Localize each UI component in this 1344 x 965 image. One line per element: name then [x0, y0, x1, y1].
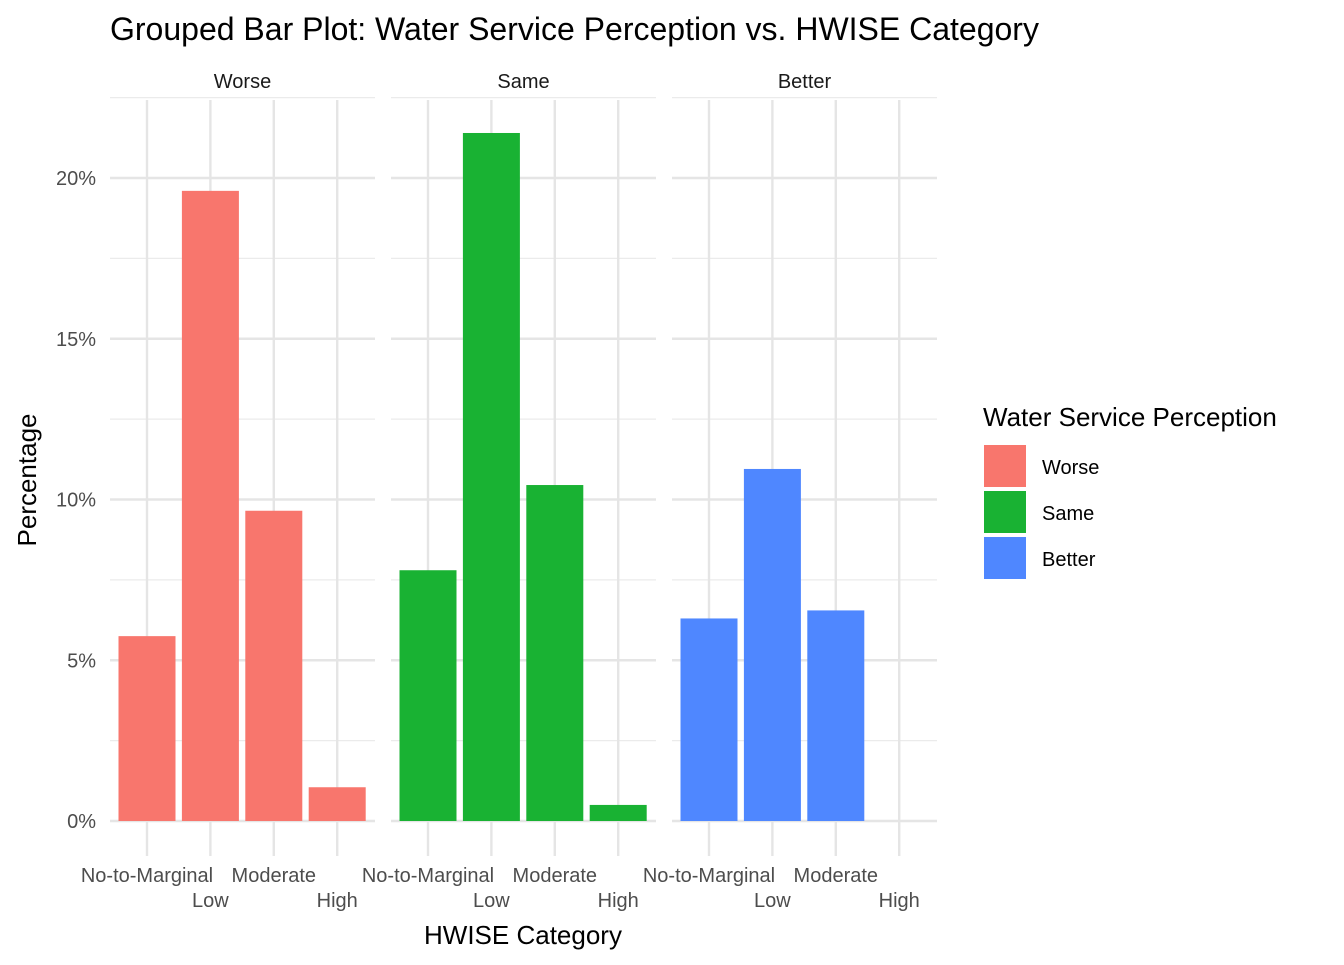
legend-swatch-worse	[984, 445, 1026, 487]
bar-worse-moderate	[245, 510, 303, 821]
legend-label: Worse	[1042, 457, 1099, 479]
x-tick-label: Low	[473, 890, 510, 912]
y-tick-label: 5%	[67, 650, 96, 672]
bar-same-high	[589, 804, 647, 821]
y-tick-label: 15%	[56, 329, 96, 351]
x-tick-label: No-to-Marginal	[362, 865, 494, 887]
legend-label: Same	[1042, 503, 1094, 525]
x-tick-label: Moderate	[232, 865, 317, 887]
x-tick-label: No-to-Marginal	[643, 865, 775, 887]
legend-swatch-same	[984, 491, 1026, 533]
bar-same-no-to-marginal	[399, 570, 457, 821]
bar-worse-low	[181, 190, 239, 822]
y-axis-label: Percentage	[12, 414, 42, 547]
facet-strip-label: Worse	[214, 71, 271, 93]
x-tick-label: Moderate	[513, 865, 598, 887]
x-tick-label: No-to-Marginal	[81, 865, 213, 887]
y-tick-label: 10%	[56, 490, 96, 512]
x-tick-label: Low	[192, 890, 229, 912]
y-tick-label: 0%	[67, 811, 96, 833]
facet-strip-label: Same	[497, 71, 549, 93]
x-tick-label: High	[879, 890, 920, 912]
x-tick-label: Moderate	[794, 865, 879, 887]
x-tick-label: High	[598, 890, 639, 912]
bar-same-low	[462, 132, 520, 822]
bar-worse-high	[308, 787, 366, 821]
chart-title: Grouped Bar Plot: Water Service Percepti…	[110, 11, 1039, 47]
x-tick-label: High	[317, 890, 358, 912]
bar-worse-no-to-marginal	[118, 636, 176, 821]
legend-label: Better	[1042, 549, 1096, 571]
bar-better-low	[743, 468, 801, 821]
bar-better-moderate	[807, 610, 865, 821]
legend-title: Water Service Perception	[983, 402, 1277, 432]
x-tick-label: Low	[754, 890, 791, 912]
y-tick-label: 20%	[56, 168, 96, 190]
bar-same-moderate	[526, 485, 584, 821]
bar-better-no-to-marginal	[680, 618, 738, 821]
legend-swatch-better	[984, 537, 1026, 579]
x-axis-label: HWISE Category	[424, 920, 622, 950]
facet-strip-label: Better	[778, 71, 832, 93]
legend: Water Service Perception Worse Same Better	[983, 402, 1277, 579]
